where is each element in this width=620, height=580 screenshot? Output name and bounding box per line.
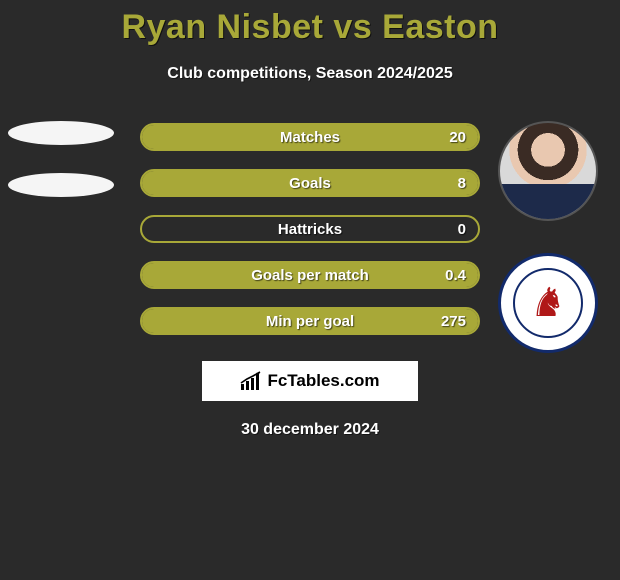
club-badge-inner: ♞ — [513, 268, 583, 338]
player-avatar-right — [498, 121, 598, 221]
stat-label: Min per goal — [142, 309, 478, 333]
stat-value-right: 8 — [458, 171, 466, 195]
lion-icon: ♞ — [530, 280, 566, 326]
stat-label: Goals per match — [142, 263, 478, 287]
subtitle: Club competitions, Season 2024/2025 — [0, 65, 620, 83]
stat-value-right: 0.4 — [445, 263, 466, 287]
club-badge-left — [8, 173, 114, 197]
footer-date: 30 december 2024 — [0, 421, 620, 439]
comparison-card: Ryan Nisbet vs Easton Club competitions,… — [0, 0, 620, 439]
right-player-column: ♞ — [498, 121, 598, 353]
stat-row-goals-per-match: Goals per match 0.4 — [140, 261, 480, 289]
left-player-column — [8, 121, 114, 197]
stat-row-min-per-goal: Min per goal 275 — [140, 307, 480, 335]
page-title: Ryan Nisbet vs Easton — [0, 8, 620, 47]
stat-label: Goals — [142, 171, 478, 195]
stat-value-right: 20 — [449, 125, 466, 149]
stat-value-right: 275 — [441, 309, 466, 333]
stat-value-right: 0 — [458, 217, 466, 241]
stat-bars: Matches 20 Goals 8 Hattricks 0 Goals per… — [140, 123, 480, 335]
club-badge-right: ♞ — [498, 253, 598, 353]
bar-chart-growth-icon — [240, 371, 262, 391]
stats-area: ♞ Matches 20 Goals 8 Hattricks 0 — [0, 123, 620, 335]
brand-label: FcTables.com — [267, 371, 379, 391]
stat-row-goals: Goals 8 — [140, 169, 480, 197]
stat-label: Matches — [142, 125, 478, 149]
stat-row-hattricks: Hattricks 0 — [140, 215, 480, 243]
player-avatar-left — [8, 121, 114, 145]
stat-row-matches: Matches 20 — [140, 123, 480, 151]
stat-label: Hattricks — [142, 217, 478, 241]
brand-link[interactable]: FcTables.com — [202, 361, 418, 401]
